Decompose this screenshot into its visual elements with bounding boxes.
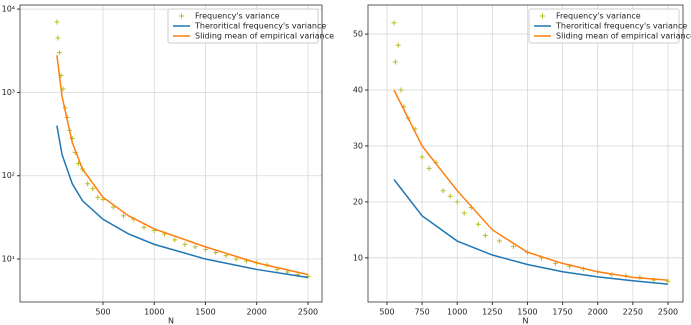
plot-frame xyxy=(367,4,684,303)
x-tick-label: 1500 xyxy=(517,308,537,317)
legend-label: Sliding mean of empirical variance xyxy=(195,32,334,41)
y-tick-label: 20 xyxy=(353,197,363,206)
legend-marker xyxy=(540,13,545,19)
legend-label: Theroritical frequency's variance xyxy=(555,22,687,31)
scatter-point xyxy=(90,186,96,192)
y-tick-label: 10⁴ xyxy=(2,5,15,14)
legend-label: Frequency's variance xyxy=(195,12,280,21)
scatter-point xyxy=(395,42,401,48)
y-tick-label: 40 xyxy=(353,86,363,95)
x-tick-label: 1000 xyxy=(144,308,164,317)
scatter-point xyxy=(56,50,62,56)
scatter-point xyxy=(202,247,208,253)
x-tick-label: 750 xyxy=(414,308,429,317)
line-series xyxy=(393,179,669,285)
x-axis-label: N xyxy=(523,317,529,325)
scatter-point xyxy=(510,244,516,250)
scatter-point xyxy=(482,232,488,238)
x-tick-label: 2000 xyxy=(588,308,608,317)
scatter-point xyxy=(475,221,481,227)
line-series xyxy=(56,55,309,276)
legend-label: Frequency's variance xyxy=(556,12,641,21)
scatter-point xyxy=(233,256,239,262)
scatter-point xyxy=(121,213,127,219)
plot-frame xyxy=(19,4,323,303)
scatter-point xyxy=(172,237,178,243)
x-tick-label: 1000 xyxy=(447,308,467,317)
y-tick-label: 10² xyxy=(2,171,15,180)
scatter-point xyxy=(398,87,404,93)
scatter-point xyxy=(95,194,101,200)
line-series xyxy=(393,89,669,281)
scatter-point xyxy=(419,154,425,160)
line-series xyxy=(56,125,309,279)
legend-marker xyxy=(179,13,184,19)
scatter-point xyxy=(391,20,397,26)
x-axis-label: N xyxy=(168,317,174,325)
x-tick-label: 2000 xyxy=(247,308,267,317)
x-tick-label: 1250 xyxy=(482,308,502,317)
y-tick-label: 10³ xyxy=(2,88,15,97)
x-tick-label: 500 xyxy=(95,308,110,317)
y-tick-label: 50 xyxy=(353,30,363,39)
scatter-point xyxy=(141,224,147,230)
scatter-point xyxy=(426,165,432,171)
legend-label: Theroritical frequency's variance xyxy=(194,22,326,31)
legend-label: Sliding mean of empirical variance xyxy=(556,32,691,41)
y-tick-label: 10¹ xyxy=(2,255,15,264)
y-tick-label: 10 xyxy=(353,253,363,262)
x-tick-label: 500 xyxy=(379,308,394,317)
y-tick-label: 30 xyxy=(353,141,363,150)
x-tick-label: 2500 xyxy=(298,308,318,317)
scatter-point xyxy=(182,241,188,247)
scatter-point xyxy=(496,238,502,244)
scatter-point xyxy=(55,35,61,41)
scatter-point xyxy=(454,199,460,205)
x-tick-label: 1750 xyxy=(552,308,572,317)
x-tick-label: 2250 xyxy=(623,308,643,317)
scatter-point xyxy=(192,244,198,250)
legend-box xyxy=(167,8,319,44)
legend-box xyxy=(528,8,680,44)
scatter-point xyxy=(392,59,398,65)
scatter-point xyxy=(447,193,453,199)
scatter-point xyxy=(305,273,311,279)
x-tick-label: 2500 xyxy=(658,308,678,317)
x-tick-label: 1500 xyxy=(195,308,215,317)
scatter-point xyxy=(440,188,446,194)
scatter-point xyxy=(461,210,467,216)
scatter-point xyxy=(54,19,60,25)
scatter-point xyxy=(85,181,91,187)
